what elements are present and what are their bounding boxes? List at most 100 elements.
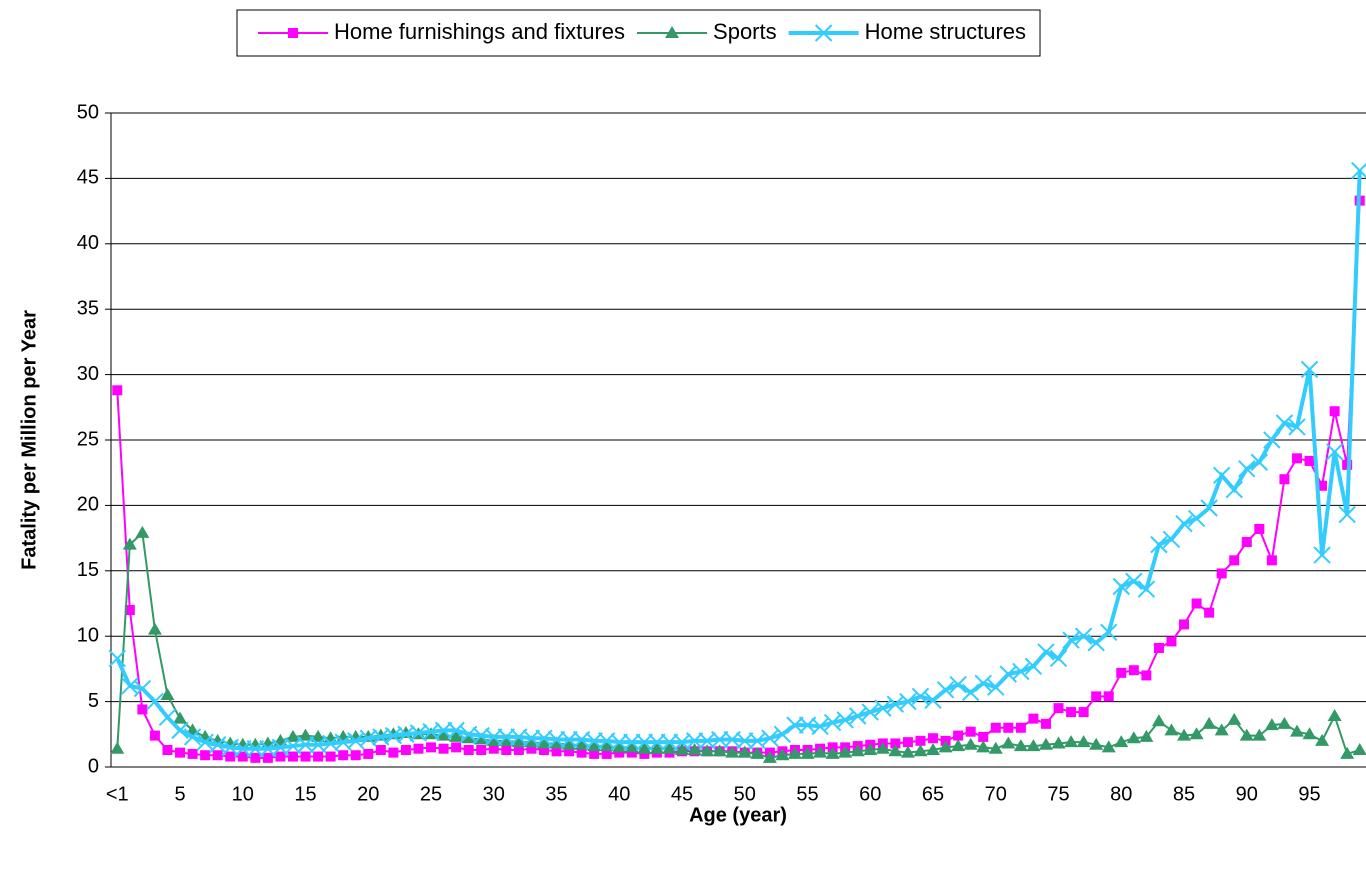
marker — [1114, 735, 1129, 748]
marker — [961, 683, 980, 702]
marker — [737, 745, 752, 758]
marker — [1340, 746, 1355, 759]
marker — [1164, 723, 1179, 736]
marker — [225, 751, 236, 762]
marker — [511, 735, 526, 748]
x-tick-label: 55 — [796, 783, 818, 805]
marker — [1139, 729, 1154, 742]
marker — [1212, 466, 1231, 485]
marker — [1053, 703, 1064, 714]
marker — [1225, 480, 1243, 499]
marker — [1024, 657, 1043, 675]
marker — [585, 732, 603, 750]
marker — [978, 731, 989, 742]
marker — [599, 739, 614, 752]
marker — [338, 750, 349, 761]
marker — [888, 744, 903, 757]
marker — [1040, 718, 1051, 729]
marker — [413, 743, 424, 754]
marker — [649, 741, 664, 754]
marker — [963, 737, 978, 750]
x-axis-title: Age (year) — [689, 804, 787, 826]
x-tick-label: 40 — [608, 783, 630, 805]
marker — [1204, 607, 1215, 618]
marker — [325, 751, 336, 762]
marker — [589, 748, 600, 759]
marker — [610, 733, 628, 751]
marker — [838, 745, 853, 758]
marker — [1289, 724, 1304, 737]
marker — [1264, 718, 1279, 731]
marker — [183, 728, 202, 746]
marker — [562, 737, 577, 750]
marker — [1179, 619, 1190, 630]
marker — [1137, 580, 1156, 598]
y-tick-label: 35 — [77, 297, 99, 319]
marker — [1250, 453, 1269, 471]
marker — [1013, 739, 1028, 752]
marker — [1037, 643, 1055, 661]
marker — [574, 737, 589, 750]
marker — [1315, 733, 1330, 746]
marker — [874, 699, 892, 717]
x-tick-label: 50 — [734, 783, 756, 805]
marker — [1214, 723, 1229, 736]
marker — [526, 743, 537, 754]
marker — [237, 751, 248, 762]
marker — [639, 748, 650, 759]
marker — [938, 740, 953, 753]
marker — [1325, 443, 1344, 461]
marker — [1291, 453, 1302, 464]
marker — [275, 751, 286, 762]
marker — [524, 735, 539, 748]
marker — [124, 605, 135, 616]
y-tick-label: 5 — [88, 690, 99, 712]
marker — [1229, 555, 1240, 566]
marker — [246, 739, 265, 758]
marker — [787, 746, 802, 759]
marker — [451, 742, 462, 753]
marker — [375, 744, 386, 755]
marker — [1275, 414, 1294, 432]
marker — [902, 737, 913, 748]
marker — [900, 745, 915, 758]
marker — [965, 726, 976, 737]
marker — [463, 744, 474, 755]
marker — [814, 24, 833, 42]
marker — [149, 730, 160, 741]
marker — [1304, 455, 1315, 466]
marker — [1279, 474, 1290, 485]
marker — [700, 744, 715, 757]
marker — [811, 717, 829, 736]
y-tick-label: 45 — [77, 167, 99, 189]
marker — [587, 739, 602, 752]
marker — [890, 738, 901, 749]
marker — [1100, 623, 1118, 641]
marker — [601, 748, 612, 759]
marker — [1074, 627, 1093, 645]
marker — [612, 740, 627, 753]
marker — [175, 747, 186, 758]
marker — [1026, 739, 1041, 752]
marker — [712, 744, 727, 757]
marker — [863, 742, 878, 755]
marker — [538, 744, 549, 755]
marker — [976, 740, 991, 753]
marker — [137, 704, 148, 715]
marker — [850, 744, 865, 757]
marker — [1087, 634, 1105, 652]
marker — [1166, 636, 1177, 647]
marker — [112, 385, 123, 396]
marker — [363, 748, 374, 759]
x-tick-label: 65 — [922, 783, 944, 805]
marker — [311, 729, 326, 742]
marker — [1066, 707, 1077, 718]
marker — [1162, 530, 1181, 549]
marker — [234, 739, 252, 758]
marker — [990, 722, 1001, 733]
marker — [1352, 742, 1366, 755]
marker — [626, 747, 637, 758]
x-tick-label: 60 — [859, 783, 881, 805]
marker — [300, 751, 311, 762]
marker — [926, 742, 941, 755]
